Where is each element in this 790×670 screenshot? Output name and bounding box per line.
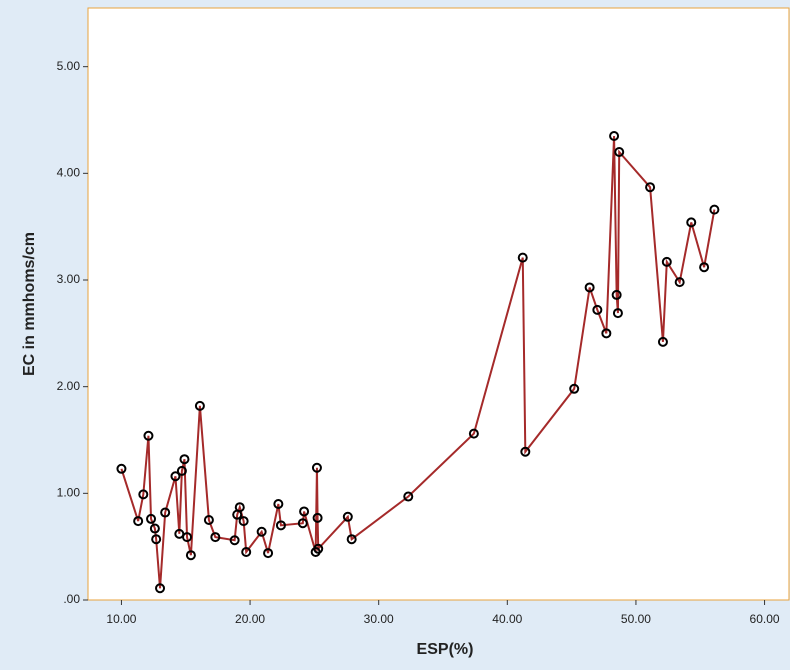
data-point [657,336,668,347]
y-tick-label: .00 [63,592,80,606]
data-point [520,446,531,457]
data-point [179,454,190,465]
data-point [234,502,245,513]
x-tick-label: 20.00 [235,612,265,626]
data-point [185,550,196,561]
x-axis-title: ESP(%) [417,641,474,658]
data-point [601,328,612,339]
data-point [569,383,580,394]
data-point [149,523,160,534]
data-point [155,583,166,594]
data-point [273,499,284,509]
data-point [210,532,221,543]
data-point [151,534,162,545]
data-point [612,308,623,319]
data-point [311,462,322,473]
data-point [275,520,286,531]
y-tick-label: 5.00 [57,59,81,73]
data-point [116,463,127,474]
data-point [584,282,595,293]
x-tick-label: 60.00 [750,612,780,626]
data-point [592,304,603,315]
data-point [138,489,149,500]
data-point [614,147,625,157]
data-point [146,513,157,524]
data-point [403,491,414,502]
y-tick-label: 2.00 [57,379,81,393]
data-point [609,131,620,141]
y-axis-title: EC in mmhoms/cm [21,232,38,376]
y-tick-label: 3.00 [57,272,81,286]
data-point [709,204,720,215]
data-point [297,518,308,529]
data-point [346,534,357,545]
data-point [686,217,697,228]
data-point [229,535,240,546]
data-point [645,182,656,193]
y-tick-label: 1.00 [57,486,81,500]
data-point [160,507,171,518]
data-point [133,516,144,527]
data-point [342,511,353,522]
data-point [170,471,181,482]
data-point [203,515,214,525]
x-tick-label: 40.00 [492,612,522,626]
data-point [263,548,274,559]
x-tick-label: 30.00 [364,612,394,626]
data-point [238,516,249,527]
y-tick-label: 4.00 [57,166,81,180]
data-point [661,256,672,267]
data-point [256,526,267,537]
data-point [468,428,479,439]
data-point [312,512,323,523]
x-tick-label: 50.00 [621,612,651,626]
data-point [143,430,154,441]
data-point [611,289,622,300]
plot-area [87,7,790,601]
data-point [182,532,193,543]
data-point [176,465,187,476]
data-point [299,506,310,517]
data-point [517,252,528,263]
data-point [699,262,710,273]
data-point [674,277,685,288]
data-point [194,400,205,411]
data-point [313,543,324,554]
data-point [241,547,252,557]
x-tick-label: 10.00 [106,612,136,626]
